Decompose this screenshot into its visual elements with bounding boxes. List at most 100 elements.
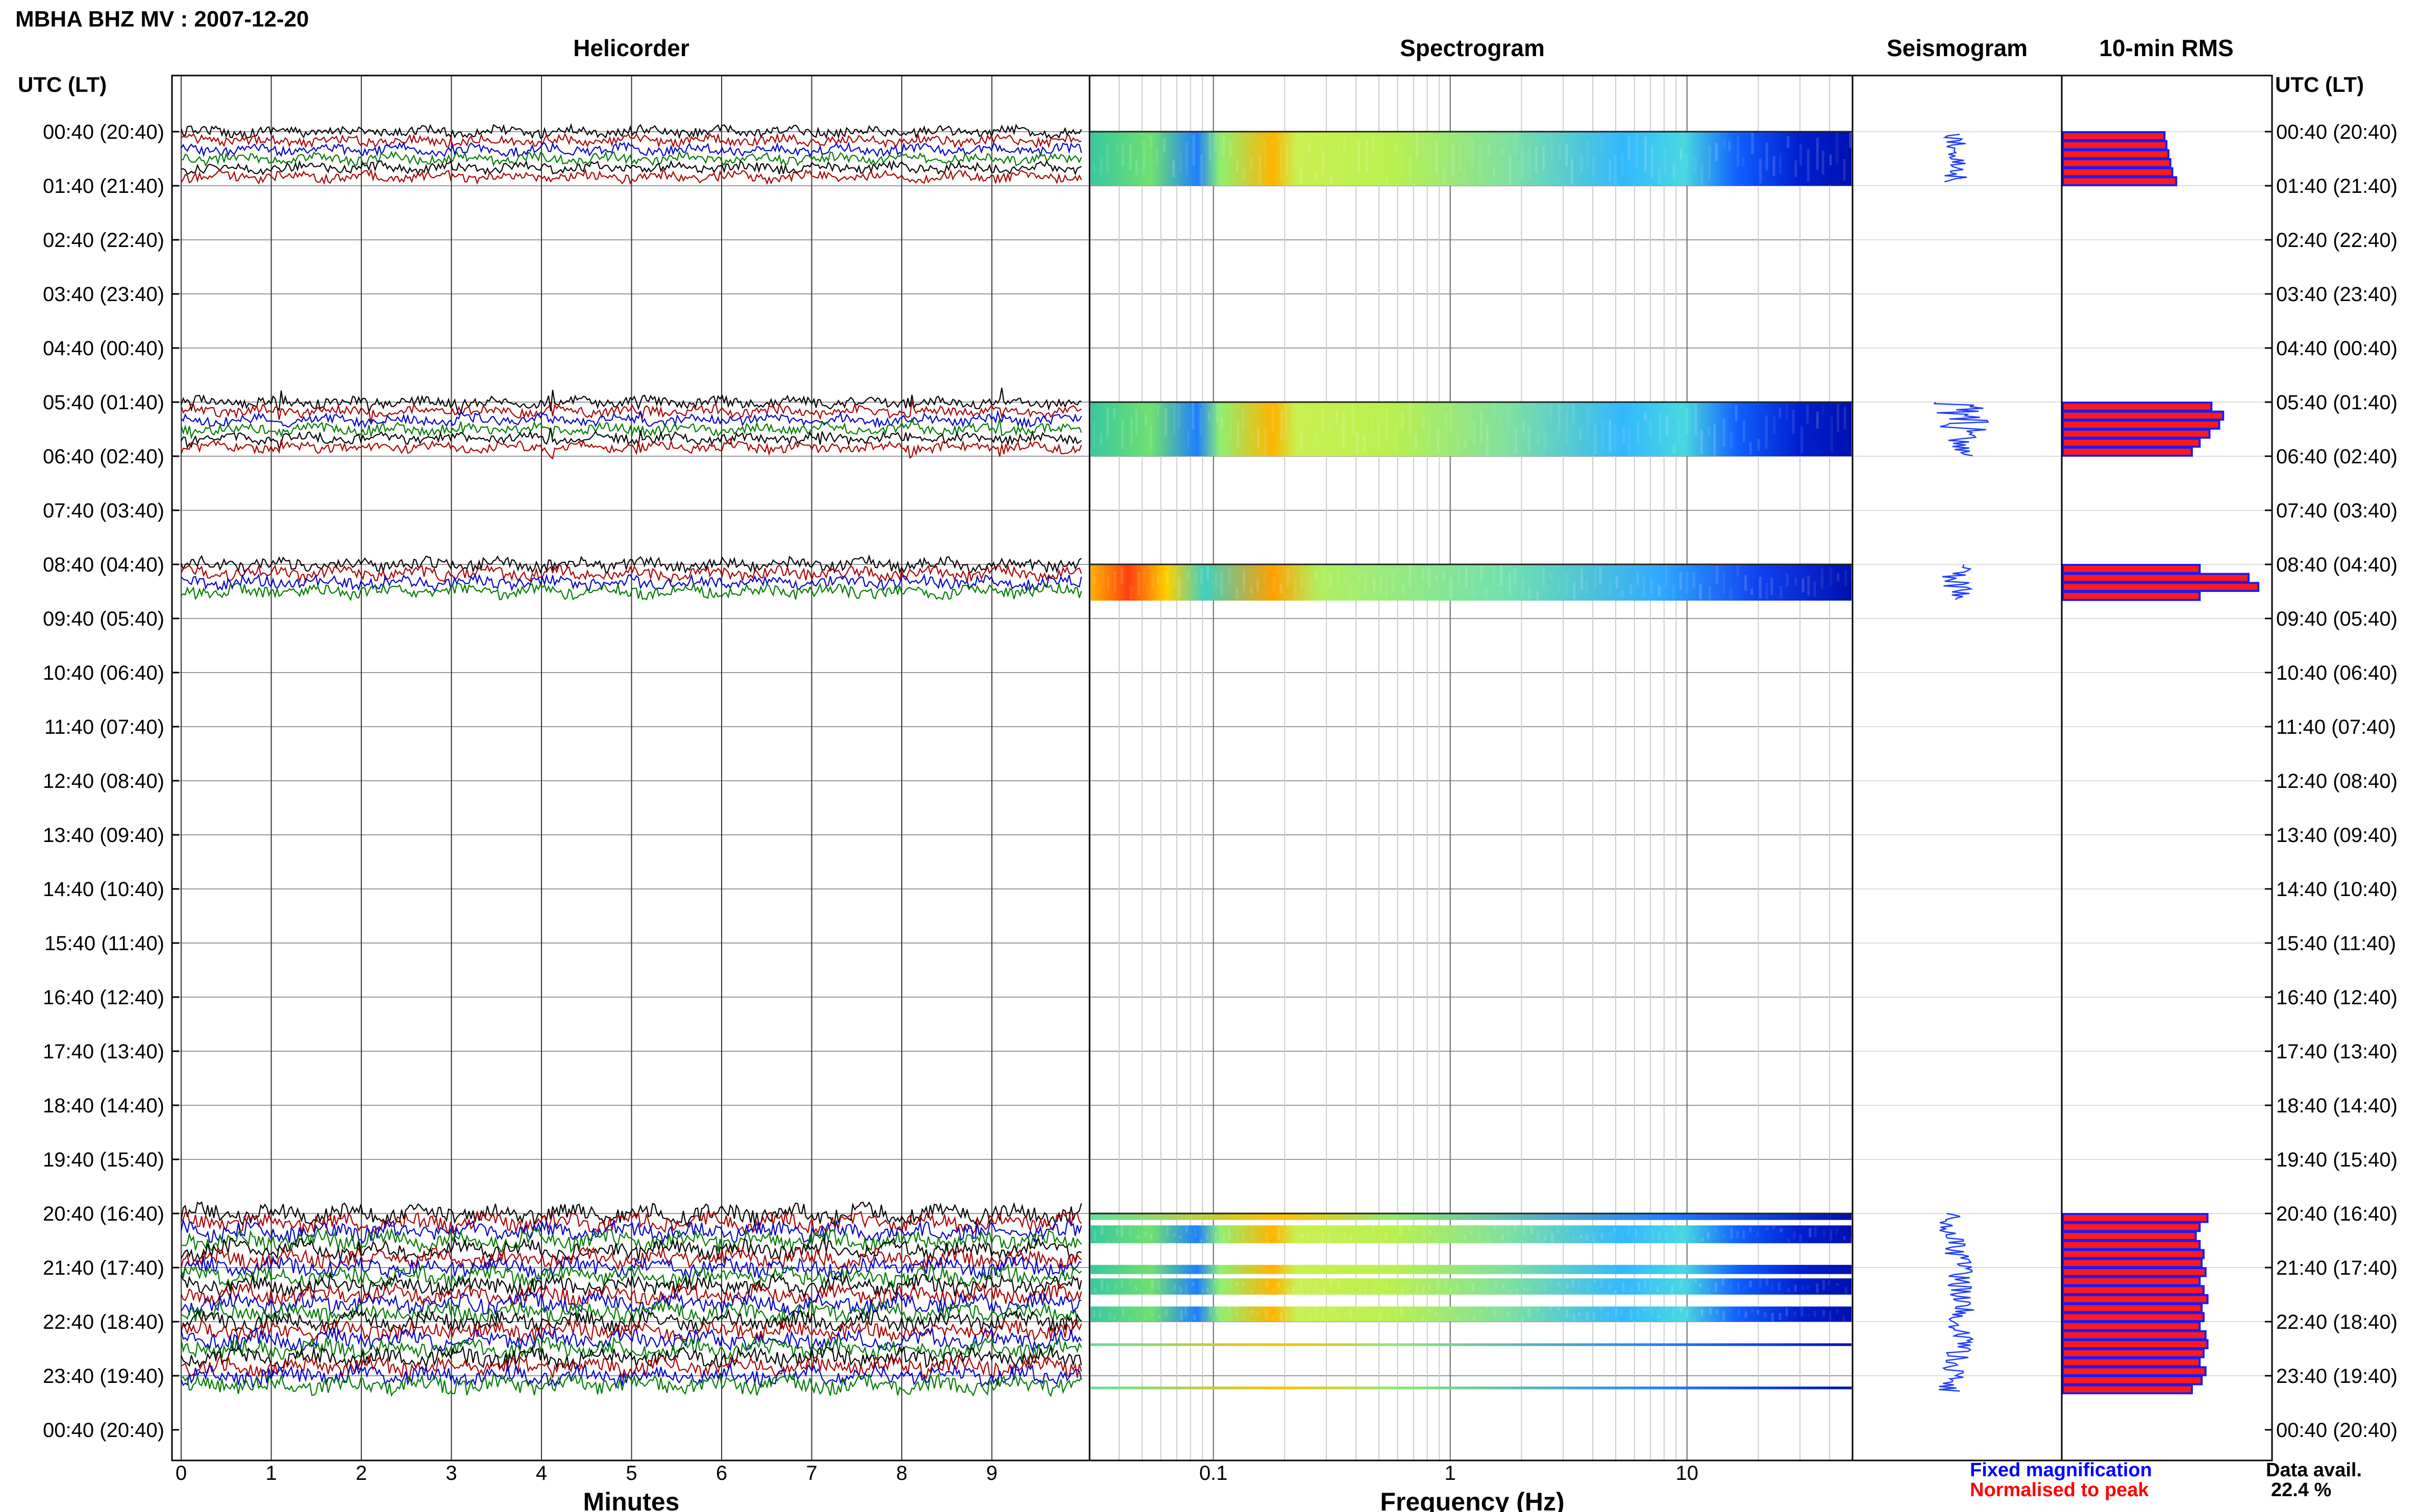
spectrogram-speckle xyxy=(1101,1225,1104,1235)
time-label-right: 14:40 (10:40) xyxy=(2276,878,2398,901)
spectrogram-speckle xyxy=(1528,146,1531,179)
spectrogram-speckle xyxy=(1442,1225,1445,1229)
spectrogram-speckle xyxy=(1299,1282,1302,1292)
spectrogram-speckle xyxy=(1094,575,1097,584)
spectrogram-speckle xyxy=(1621,1229,1624,1240)
spectrogram-speckle xyxy=(1166,574,1169,584)
spectrogram-speckle xyxy=(1457,1315,1460,1320)
spectrogram-speckle xyxy=(1542,1312,1545,1321)
spectrogram-speckle xyxy=(1700,1308,1704,1316)
spectrogram-speckle xyxy=(1256,1311,1259,1317)
spectrogram-speckle xyxy=(1542,145,1545,170)
spectrogram-speckle xyxy=(1601,419,1605,452)
spectrogram-speckle xyxy=(1463,165,1466,178)
spectrogram-speckle xyxy=(1378,1311,1381,1319)
spectrogram-speckle xyxy=(1363,1289,1366,1293)
spectrogram-speckle xyxy=(1280,410,1283,441)
time-label-left: 05:40 (01:40) xyxy=(43,391,164,414)
time-label-left: 01:40 (21:40) xyxy=(43,175,164,197)
spectrogram-speckle xyxy=(1729,1309,1732,1313)
data-availability-label: Data avail. xyxy=(2266,1459,2362,1481)
spectrogram-speckle xyxy=(1157,1315,1161,1319)
spectrogram-speckle xyxy=(1337,1280,1340,1288)
spectrogram-speckle xyxy=(1637,1282,1640,1291)
spectrogram-speckle xyxy=(1713,424,1716,456)
spectrogram-speckle xyxy=(1094,1287,1097,1293)
spectrogram-speckle xyxy=(1766,1226,1769,1231)
spectrogram-speckle xyxy=(1479,1310,1483,1313)
spectrogram-speckle xyxy=(1636,571,1639,585)
spectrogram-speckle xyxy=(1473,1315,1476,1321)
spectrogram-speckle xyxy=(1472,1282,1475,1291)
spectrogram-speckle xyxy=(1427,1308,1430,1313)
spectrogram-speckle xyxy=(1507,406,1510,429)
spectrogram-speckle xyxy=(1321,1233,1324,1241)
time-label-left: 03:40 (23:40) xyxy=(43,283,164,306)
spectrogram-speckle xyxy=(1409,565,1412,589)
spectrogram-speckle xyxy=(1830,567,1833,586)
spectrogram-speckle xyxy=(1558,404,1561,432)
spectrogram-speckle xyxy=(1566,1228,1569,1232)
spectrogram-speckle xyxy=(1307,142,1311,153)
time-label-left: 17:40 (13:40) xyxy=(43,1040,164,1063)
spectrogram-speckle xyxy=(1093,422,1096,448)
spectrogram-speckle xyxy=(1456,1282,1459,1291)
spectrogram-speckle xyxy=(1271,140,1274,150)
spectrogram-speckle xyxy=(1185,1226,1188,1233)
time-label-left: 00:40 (20:40) xyxy=(43,121,164,143)
spectrogram-speckle xyxy=(1308,1316,1311,1321)
spectrogram-speckle xyxy=(1715,565,1718,585)
spectrogram-speckle xyxy=(1214,132,1217,152)
spectrogram-speckle xyxy=(1250,1310,1253,1313)
spectrogram-speckle xyxy=(1280,1312,1283,1321)
spectrogram-speckle xyxy=(1743,1287,1746,1290)
spectrogram-speckle xyxy=(1772,1225,1775,1229)
spectrogram-speckle xyxy=(1494,1227,1497,1230)
spectrogram-speckle xyxy=(1600,136,1603,151)
spectrogram-speckle xyxy=(1143,140,1146,175)
spectrogram-speckle xyxy=(1771,1313,1774,1322)
spectrogram-speckle xyxy=(1528,1308,1531,1318)
rms-bar xyxy=(2062,564,2201,574)
spectrogram-speckle xyxy=(1409,156,1412,183)
spectrogram-speckle xyxy=(1228,567,1231,584)
spectrogram-speckle xyxy=(1449,1286,1452,1294)
minute-tick-label: 6 xyxy=(716,1462,727,1484)
spectrogram-speckle xyxy=(1363,434,1366,453)
spectrogram-speckle xyxy=(1421,1317,1424,1322)
spectrogram-speckle xyxy=(1277,1283,1280,1287)
spectrogram-speckle xyxy=(1835,1228,1838,1235)
spectrogram-speckle xyxy=(1485,1281,1488,1292)
helicorder-trace xyxy=(180,401,1082,423)
spectrogram-speckle xyxy=(1394,143,1397,154)
spectrogram-speckle xyxy=(1813,1311,1816,1317)
spectrogram-speckle xyxy=(1193,1315,1196,1320)
spectrogram-speckle xyxy=(1415,572,1418,587)
spectrogram-speckle xyxy=(1579,1235,1583,1239)
spectrogram-speckle xyxy=(1151,574,1154,589)
spectrogram-speckle xyxy=(1129,144,1132,170)
spectrogram-speckle xyxy=(1150,1234,1153,1239)
spectrogram-speckle xyxy=(1579,429,1582,440)
spectrogram-speckle xyxy=(1793,1231,1796,1240)
spectrogram-speckle xyxy=(1707,1288,1710,1292)
time-label-right: 10:40 (06:40) xyxy=(2276,662,2398,684)
rms-bar xyxy=(2062,1339,2209,1349)
spectrogram-speckle xyxy=(1749,442,1752,455)
spectrogram-speckle xyxy=(1730,1227,1733,1239)
spectrogram-speckle xyxy=(1527,426,1531,451)
spectrogram-speckle xyxy=(1694,1279,1697,1283)
spectrogram-speckle xyxy=(1459,142,1462,172)
time-label-right: 17:40 (13:40) xyxy=(2276,1040,2398,1063)
spectrogram-speckle xyxy=(1328,1231,1331,1243)
spectrogram-speckle xyxy=(1549,1307,1552,1310)
spectrogram-speckle xyxy=(1416,132,1419,159)
spectrogram-speckle xyxy=(1609,159,1612,183)
spectrogram-speckle xyxy=(1609,420,1612,452)
spectrogram-speckle xyxy=(1580,156,1583,172)
spectrogram-speckle xyxy=(1206,1288,1209,1292)
time-label-left: 11:40 (07:40) xyxy=(44,716,164,738)
spectrogram-speckle xyxy=(1699,1283,1702,1287)
spectrogram-speckle xyxy=(1485,1306,1488,1310)
spectrogram-speckle xyxy=(1344,575,1347,586)
